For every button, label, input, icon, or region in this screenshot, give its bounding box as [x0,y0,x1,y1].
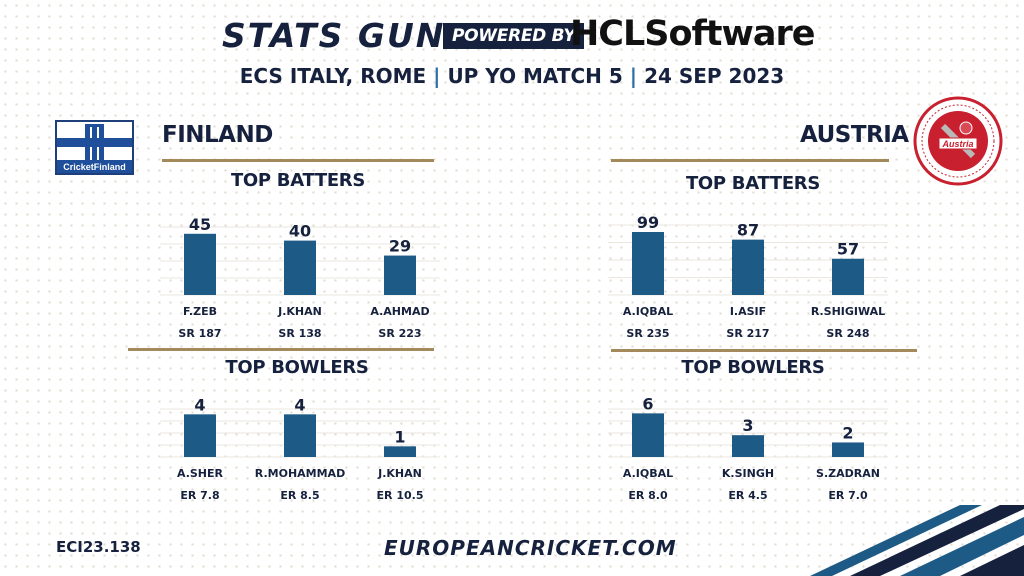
category-label: R.SHIGIWAL [811,305,885,318]
divider-right-top [611,159,889,162]
cricket-finland-logo-text: CricketFinland [63,162,126,172]
website-link[interactable]: EUROPEANCRICKET.COM [384,536,677,560]
bar [384,255,416,295]
category-label: R.MOHAMMAD [255,467,345,480]
bar [632,413,664,457]
bar [184,233,216,295]
match-separator: | [629,64,638,88]
austria-cricket-logo: Austria [913,96,1003,186]
bar [284,240,316,295]
divider-left-top [162,159,434,162]
chart-finland-bowlers: 4 A.SHER ER 7.8 4 R.MOHAMMAD ER 8.5 1 J.KHAN ER … [160,395,440,502]
category-label: J.KHAN [277,305,322,318]
match-date: 24 SEP 2023 [644,64,785,88]
hcl-software-logo: HCLSoftware [570,14,815,54]
data-label: 87 [737,221,759,240]
stats-gun-title: STATS GUN [222,16,446,55]
category-label: S.ZADRAN [816,467,880,480]
rate-label: ER 10.5 [377,489,424,502]
data-label: 4 [294,395,305,414]
category-label: A.IQBAL [623,467,673,480]
category-label: J.KHAN [377,467,422,480]
category-label: K.SINGH [722,467,774,480]
rate-label: SR 248 [826,327,869,340]
data-label: 40 [289,222,311,241]
divider-right-mid [611,349,917,352]
rate-label: ER 8.5 [280,489,319,502]
cricket-finland-logo: CricketFinland [55,120,134,175]
match-venue: ECS ITALY, ROME [239,64,427,88]
match-number: UP YO MATCH 5 [447,64,623,88]
bar [184,414,216,457]
section-title-bowlers-right: TOP BOWLERS [681,357,825,378]
graphic-code: ECI23.138 [56,538,141,556]
decorative-stripes [810,505,1024,576]
section-title-bowlers-left: TOP BOWLERS [225,357,369,378]
data-label: 4 [194,395,205,414]
chart-finland-batters: 45 F.ZEB SR 187 40 J.KHAN SR 138 29 A.AHMAD SR 2… [160,215,440,340]
bar [832,442,864,457]
data-label: 3 [742,416,753,435]
rate-label: SR 235 [626,327,669,340]
section-title-batters-left: TOP BATTERS [230,170,366,191]
austria-cricket-emblem-icon: Austria [913,96,1003,186]
team-name-left: FINLAND [162,122,273,148]
category-label: A.AHMAD [370,305,429,318]
data-label: 6 [642,394,653,413]
bar [832,258,864,295]
data-label: 29 [389,237,411,256]
rate-label: ER 8.0 [628,489,668,502]
bar [732,239,764,295]
cricket-finland-emblem-icon: CricketFinland [57,124,132,173]
bar [284,414,316,457]
data-label: 1 [394,427,405,446]
category-label: A.IQBAL [623,305,673,318]
category-label: I.ASIF [730,305,766,318]
rate-label: ER 7.8 [180,489,219,502]
section-title-batters-right: TOP BATTERS [685,173,821,194]
bar [732,435,764,457]
rate-label: ER 4.5 [728,489,767,502]
team-name-right: AUSTRIA [800,122,909,148]
bar [384,446,416,457]
data-label: 2 [842,423,853,442]
rate-label: SR 187 [178,327,221,340]
austria-logo-text: Austria [941,139,973,149]
data-label: 57 [837,240,859,259]
match-info: ECS ITALY, ROME | UP YO MATCH 5 | 24 SEP… [0,64,1024,88]
rate-label: SR 223 [378,327,421,340]
chart-austria-bowlers: 6 A.IQBAL ER 8.0 3 K.SINGH ER 4.5 2 S.ZADRAN ER … [608,394,888,502]
divider-left-mid [128,348,434,351]
rate-label: SR 217 [726,327,769,340]
match-separator: | [433,64,441,88]
data-label: 99 [637,213,659,232]
category-label: F.ZEB [183,305,217,318]
chart-austria-batters: 99 A.IQBAL SR 235 87 I.ASIF SR 217 57 R.SHIGIWA… [608,213,888,340]
bar [632,232,664,295]
category-label: A.SHER [177,467,224,480]
rate-label: SR 138 [278,327,321,340]
data-label: 45 [189,215,211,234]
powered-by-badge: POWERED BY [443,23,585,49]
rate-label: ER 7.0 [828,489,868,502]
